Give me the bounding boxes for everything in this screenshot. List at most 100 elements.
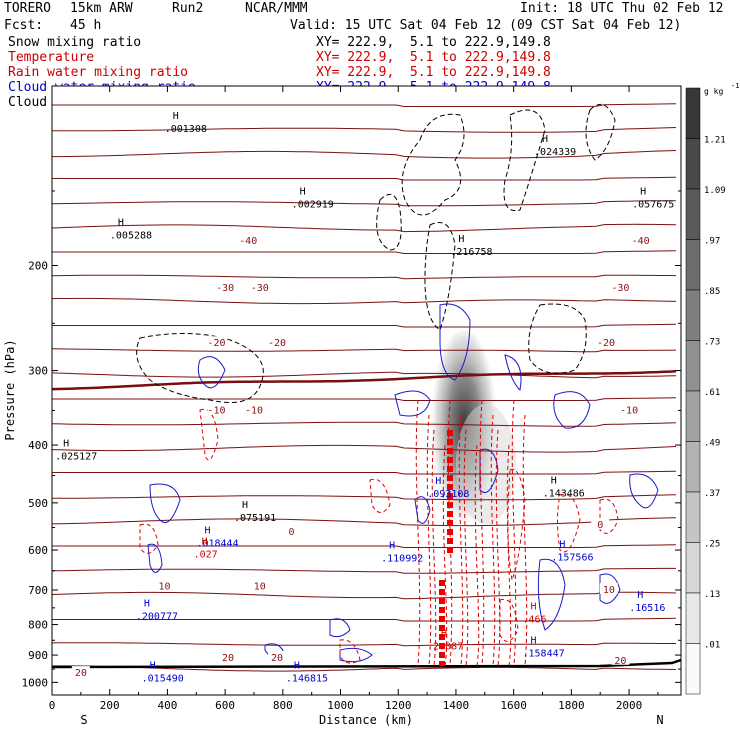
temperature-label-bg	[219, 650, 238, 662]
maximum-value-label: .146815	[286, 673, 328, 684]
x-tick-label: 800	[273, 699, 293, 712]
zero-degree-isotherm	[51, 370, 677, 391]
y-axis-title: Pressure (hPa)	[3, 339, 17, 440]
plot-border	[51, 85, 682, 696]
x-tick-label: 600	[215, 699, 235, 712]
temperature-label-bg	[207, 403, 226, 415]
maximum-marker: H	[441, 628, 447, 639]
rain-water-contour	[522, 414, 528, 667]
temperature-label: 10	[254, 581, 266, 592]
temperature-label-bg	[207, 336, 226, 348]
temperature-isotherm	[51, 591, 677, 600]
maximum-marker: H	[551, 475, 557, 486]
temperature-isotherm	[51, 348, 677, 353]
temperature-label: 0	[288, 527, 294, 538]
rain-water-contour	[426, 414, 432, 667]
x-tick-label: 200	[100, 699, 120, 712]
colorbar-tick-label: 1.21	[704, 136, 726, 146]
rain-water-contour	[557, 493, 581, 553]
cloud-ice-contour	[136, 333, 264, 403]
maximum-value-label: .110992	[381, 554, 423, 565]
temperature-label: 0	[597, 520, 603, 531]
maximum-value-label: .093108	[427, 489, 469, 500]
cloud-water-contour	[553, 391, 591, 429]
temperature-isotherm	[51, 444, 677, 453]
temperature-label: -10	[620, 405, 638, 416]
y-tick-label: 500	[28, 497, 48, 510]
temperature-isotherm	[52, 665, 677, 672]
temperature-label-bg	[596, 336, 615, 348]
maximum-value-label: .466	[523, 615, 547, 626]
cloud-ice-contour	[424, 222, 456, 331]
temperature-label-bg	[599, 582, 618, 594]
header-resolution: 15km ARW	[70, 1, 133, 16]
maximum-value-label: .216758	[450, 247, 492, 258]
colorbar-segment	[685, 289, 701, 341]
rain-water-contour	[599, 498, 619, 534]
cloud-water-contour	[329, 618, 351, 638]
colorbar-segment	[685, 491, 701, 543]
legend-label: Snow mixing ratio	[8, 35, 142, 50]
colorbar-segment	[685, 239, 701, 291]
header-fcst-value: 45 h	[70, 18, 102, 33]
maximum-value-label: .157566	[551, 552, 593, 563]
temperature-label: -30	[611, 283, 629, 294]
temperature-label-bg	[244, 403, 263, 415]
x-tick-label: 1000	[327, 699, 354, 712]
temperature-label: 10	[603, 585, 615, 596]
rain-water-contour	[463, 429, 469, 667]
maximum-marker: H	[637, 590, 643, 601]
maximum-marker: H	[204, 526, 210, 537]
header-org: NCAR/MMM	[245, 1, 308, 16]
maximum-marker: H	[202, 536, 208, 547]
colorbar-unit: g kg	[704, 87, 723, 96]
temperature-isotherm	[52, 150, 677, 159]
temperature-label: 20	[222, 653, 234, 664]
rain-water-contour	[499, 598, 519, 642]
colorbar-tick-label: .73	[704, 338, 720, 348]
section-start-label: S	[80, 713, 87, 727]
colorbar-unit-exponent: -1	[731, 82, 739, 90]
maximum-value-label: .027	[194, 549, 218, 560]
snow-mixing-ratio-shading	[455, 404, 516, 525]
legend-label: Rain water mixing ratio	[8, 65, 189, 80]
rain-water-contour	[479, 399, 485, 667]
rain-water-contour	[415, 399, 421, 667]
x-tick-label: 1600	[500, 699, 527, 712]
maximum-value-label: .16516	[629, 603, 665, 614]
maximum-value-label: .200777	[136, 611, 178, 622]
maximum-marker: H	[531, 602, 537, 613]
cloud-water-contour	[439, 303, 471, 381]
header-run: Run2	[172, 1, 204, 16]
x-tick-label: 1800	[558, 699, 585, 712]
temperature-label-bg	[268, 650, 287, 662]
y-tick-label: 900	[28, 649, 48, 662]
temperature-label-bg	[71, 666, 90, 678]
maximum-marker: H	[118, 217, 124, 228]
temperature-isotherm	[51, 567, 676, 574]
colorbar-segment	[685, 542, 701, 594]
maximum-value-label: .001308	[165, 124, 207, 135]
colorbar-segment	[685, 188, 701, 240]
temperature-label: -40	[239, 236, 257, 247]
colorbar-segment	[685, 390, 701, 442]
temperature-isotherm	[52, 103, 677, 107]
temperature-isotherm	[51, 223, 677, 233]
temperature-label: -40	[632, 236, 650, 247]
temperature-isotherm	[52, 494, 677, 501]
cloud-water-contour	[339, 647, 373, 663]
rain-water-contour	[506, 444, 512, 667]
temperature-label-bg	[631, 234, 650, 246]
temperature-isotherm	[51, 642, 676, 647]
rain-water-contour	[495, 429, 501, 667]
maximum-marker: H	[458, 234, 464, 245]
temperature-isotherm	[52, 176, 677, 181]
rain-water-contour	[458, 414, 464, 667]
maximum-marker: H	[242, 500, 248, 511]
temperature-label: 20	[75, 668, 87, 679]
cloud-water-contour	[629, 473, 659, 509]
maximum-value-label: .015490	[142, 673, 184, 684]
legend-xy: XY= 222.9, 5.1 to 222.9,149.8	[316, 50, 551, 65]
temperature-label-bg	[591, 518, 610, 530]
colorbar-tick-label: .37	[704, 489, 720, 499]
